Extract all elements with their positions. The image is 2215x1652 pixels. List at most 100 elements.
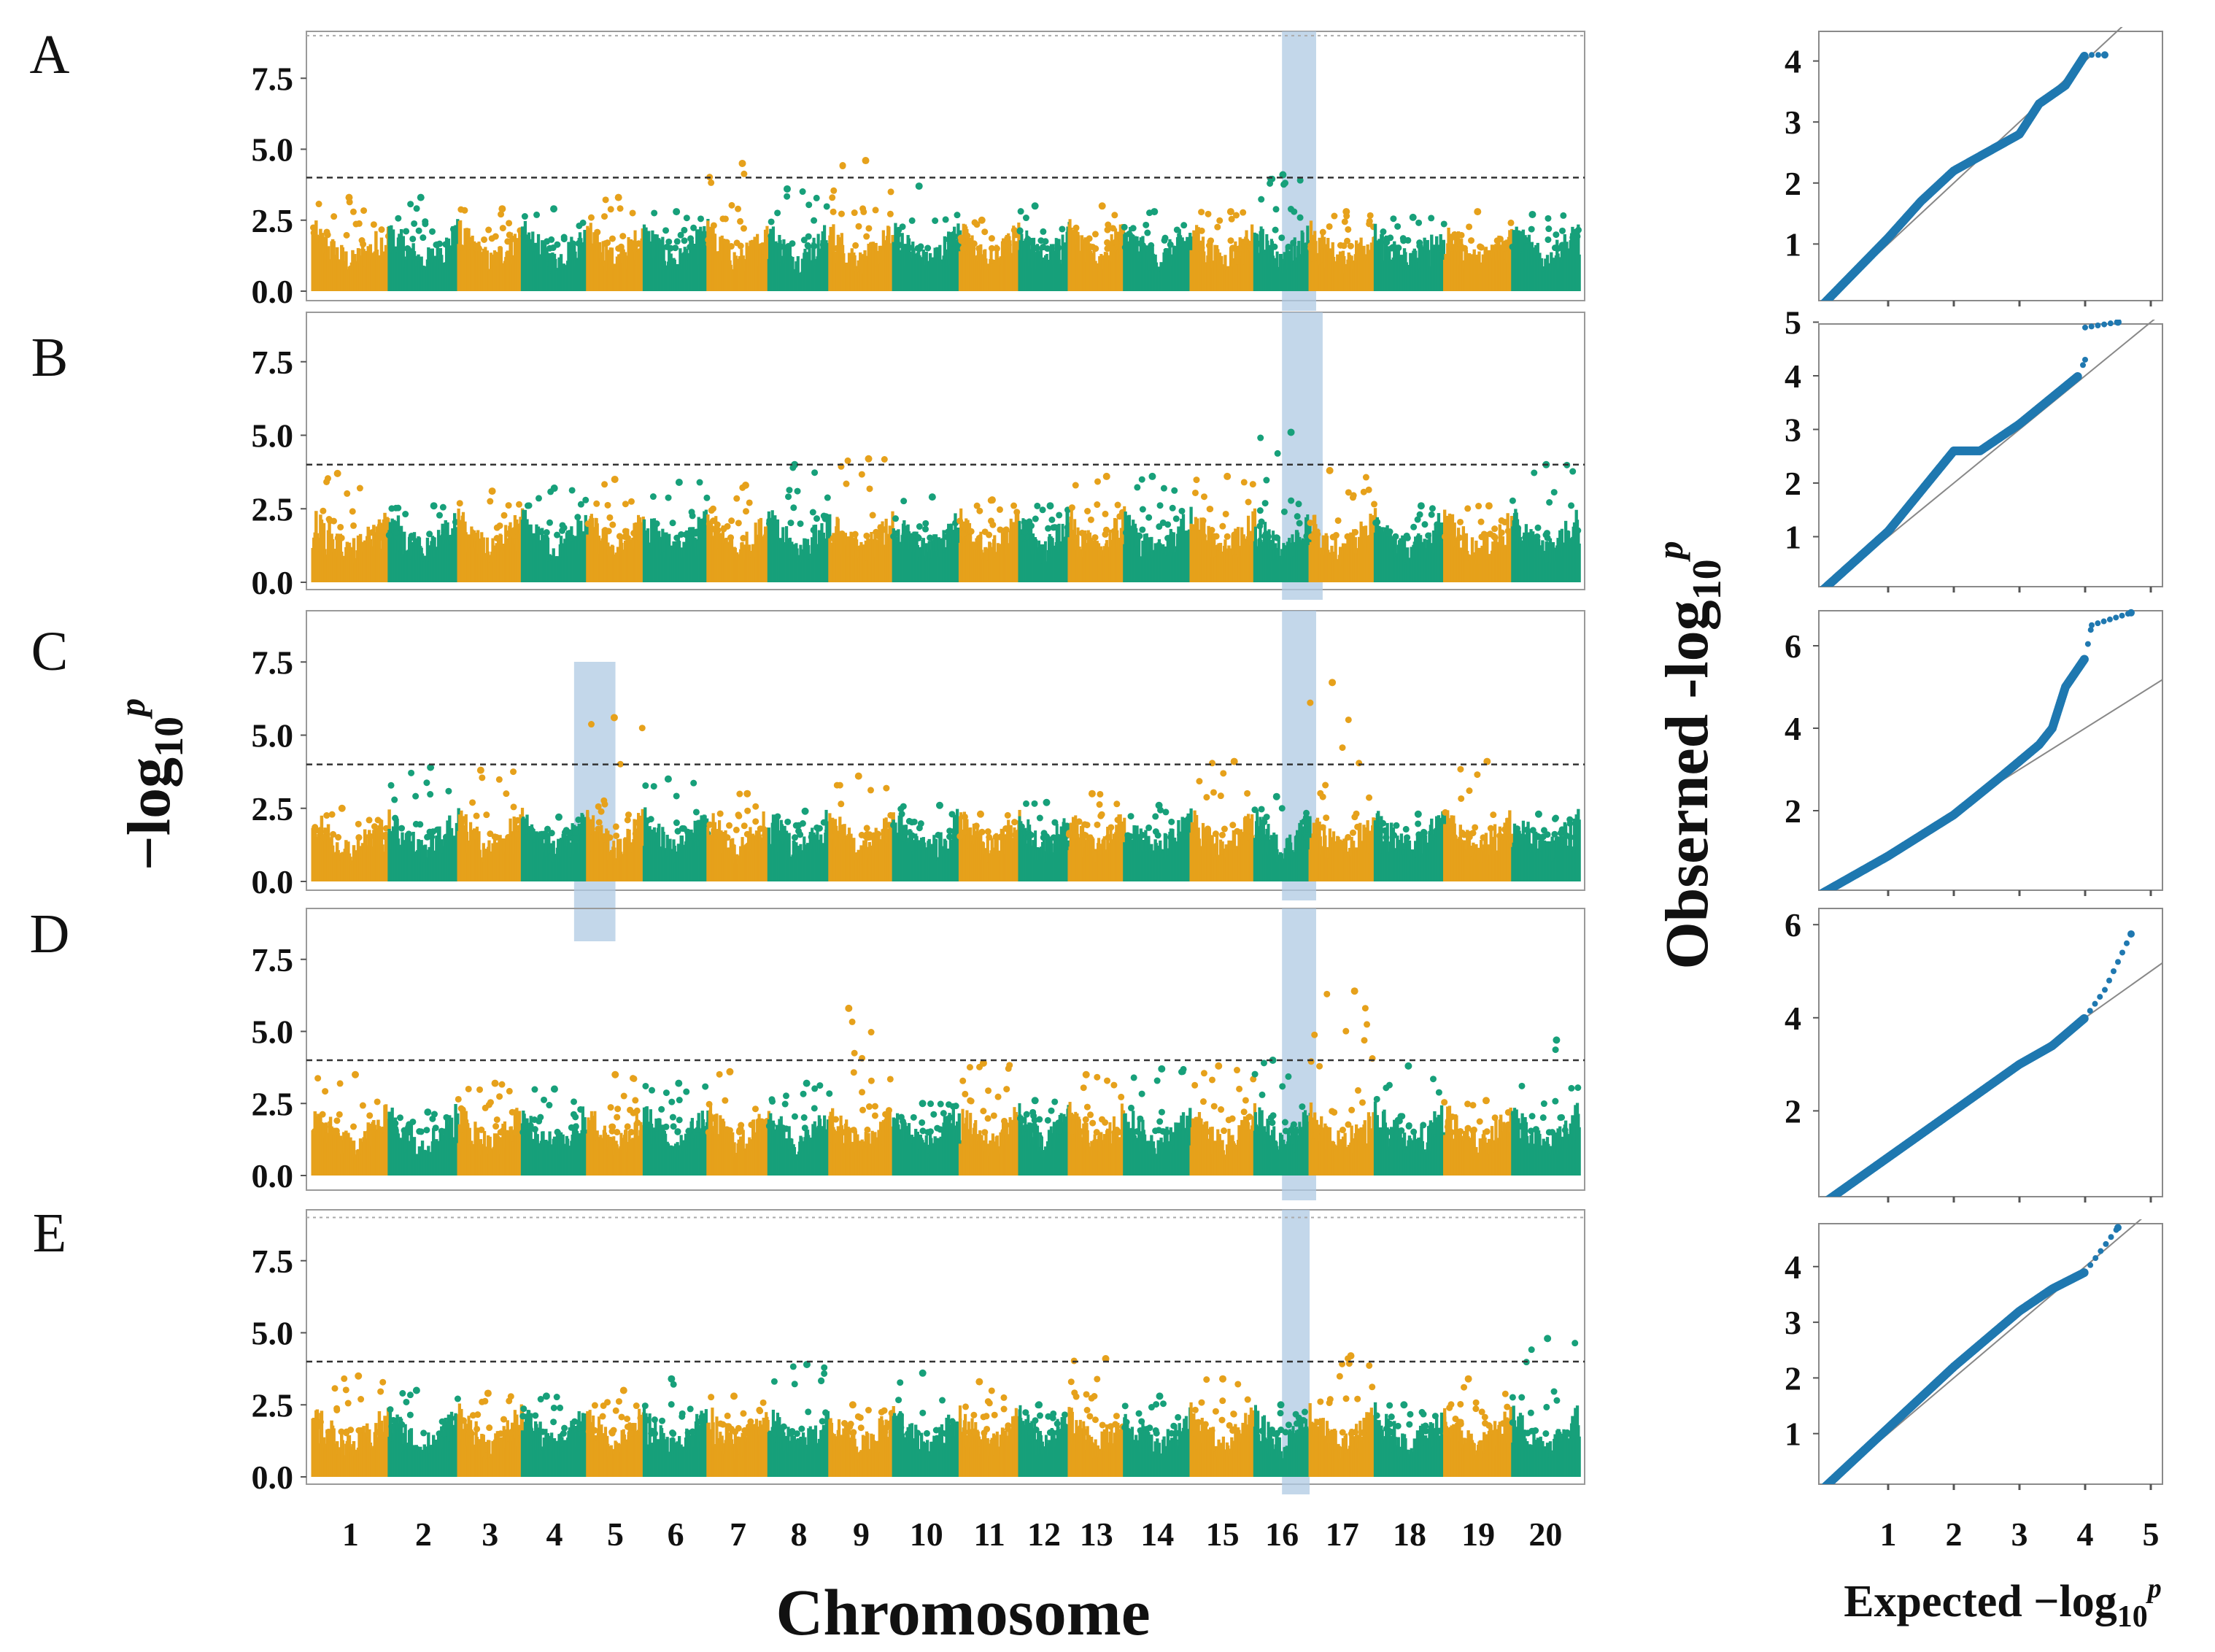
- snp-point: [954, 528, 961, 535]
- snp-point: [1139, 506, 1146, 513]
- snp-point: [1168, 818, 1175, 825]
- snp-point: [1051, 819, 1059, 826]
- snp-point: [1086, 235, 1093, 242]
- snp-point: [881, 456, 888, 463]
- snp-band: [706, 220, 710, 291]
- snp-point: [1193, 476, 1200, 484]
- snp-point: [832, 244, 840, 252]
- snp-point: [988, 235, 995, 242]
- chromosome-13-points: [1065, 790, 1126, 881]
- snp-point: [491, 833, 498, 841]
- snp-peak-point: [675, 478, 683, 486]
- snp-point: [726, 822, 733, 829]
- snp-point: [1445, 528, 1453, 536]
- snp-point: [981, 228, 989, 236]
- snp-band: [352, 538, 356, 582]
- snp-point: [1512, 535, 1519, 542]
- snp-point: [638, 725, 646, 732]
- snp-point: [1491, 525, 1499, 533]
- snp-point: [1553, 231, 1560, 239]
- snp-point: [785, 493, 792, 501]
- snp-point: [887, 188, 894, 196]
- snp-point: [1542, 531, 1550, 539]
- snp-band: [838, 817, 842, 881]
- snp-point: [650, 783, 657, 790]
- snp-point: [1295, 501, 1302, 508]
- snp-point: [908, 217, 916, 224]
- snp-point: [813, 194, 820, 201]
- snp-point: [1022, 800, 1029, 807]
- snp-point: [498, 211, 505, 218]
- snp-point: [352, 220, 360, 228]
- snp-point: [770, 529, 778, 536]
- snp-point: [1178, 507, 1186, 514]
- snp-point: [733, 495, 741, 502]
- chromosome-2-points: [387, 763, 460, 881]
- snp-point: [1451, 231, 1458, 238]
- snp-peak-point: [338, 804, 346, 812]
- snp-point: [387, 244, 395, 251]
- snp-band: [870, 532, 873, 582]
- chromosome-19-points: [1442, 502, 1515, 582]
- snp-point: [533, 211, 541, 218]
- snp-point: [1185, 819, 1192, 826]
- snp-point: [1164, 521, 1172, 528]
- y-tick-label: 0.0: [252, 564, 294, 601]
- snp-peak-point: [741, 482, 749, 490]
- snp-point: [1261, 500, 1269, 507]
- snp-point: [830, 208, 837, 215]
- snp-point: [1233, 212, 1240, 219]
- snp-peak-point: [978, 216, 986, 224]
- chromosome-1-points: [311, 804, 391, 881]
- snp-point: [813, 515, 821, 522]
- snp-point: [573, 834, 580, 841]
- snp-point: [681, 237, 688, 244]
- snp-point: [371, 823, 378, 830]
- snp-point: [914, 244, 921, 252]
- snp-band: [1246, 515, 1250, 582]
- snp-point: [1466, 223, 1473, 231]
- snp-point: [708, 179, 715, 186]
- snp-point: [743, 830, 751, 838]
- snp-point: [727, 534, 735, 541]
- snp-point: [506, 231, 513, 239]
- snp-point: [1031, 800, 1038, 807]
- snp-point: [1296, 214, 1304, 221]
- y-tick-label: 5.0: [252, 131, 294, 169]
- manhattan-panel-a: A0.02.55.07.5: [30, 24, 1585, 311]
- manhattan-plots: A0.02.55.07.5B0.02.55.07.5C0.02.55.07.5D…: [30, 24, 1585, 1553]
- snp-peak-point: [1226, 208, 1234, 216]
- snp-band: [652, 518, 657, 582]
- snp-point: [1257, 434, 1264, 441]
- snp-point: [1236, 245, 1243, 252]
- snp-band: [1340, 252, 1343, 291]
- snp-point: [673, 534, 681, 541]
- snp-point: [1347, 242, 1354, 250]
- snp-point: [402, 511, 409, 518]
- snp-point: [805, 201, 813, 209]
- snp-point: [1145, 824, 1153, 831]
- snp-band: [577, 823, 581, 881]
- snp-point: [975, 245, 983, 252]
- snp-point: [499, 225, 506, 232]
- snp-band: [1443, 509, 1447, 582]
- snp-point: [710, 222, 717, 229]
- snp-point: [504, 238, 511, 245]
- snp-band: [697, 517, 700, 582]
- snp-point: [735, 205, 742, 212]
- snp-band: [1506, 513, 1509, 582]
- snp-point: [741, 822, 748, 830]
- snp-point: [1280, 508, 1288, 515]
- snp-peak-point: [1474, 208, 1482, 216]
- snp-point: [986, 833, 993, 841]
- snp-point: [1022, 215, 1029, 222]
- chromosome-12-points: [1016, 202, 1071, 291]
- snp-peak-point: [1230, 757, 1238, 765]
- snp-point: [409, 235, 417, 242]
- snp-point: [863, 233, 870, 240]
- snp-point: [595, 803, 602, 810]
- snp-point: [737, 242, 744, 250]
- snp-point: [521, 213, 528, 220]
- snp-point: [710, 517, 717, 525]
- snp-point: [1205, 210, 1212, 217]
